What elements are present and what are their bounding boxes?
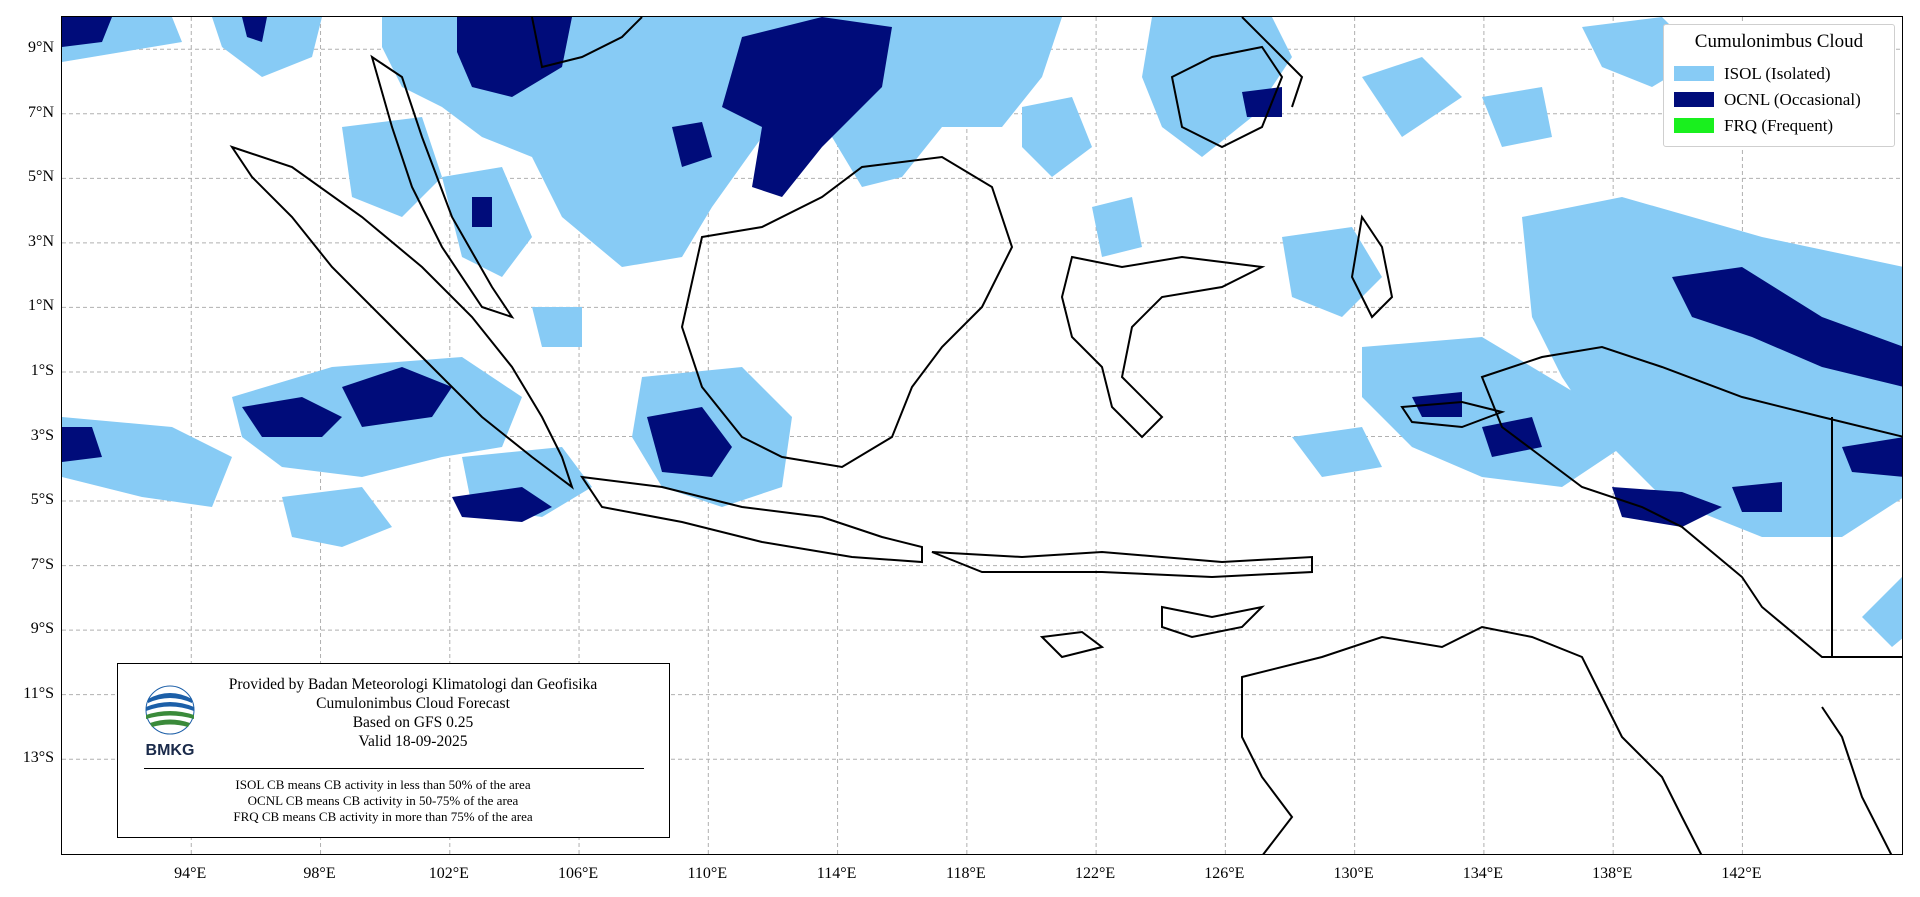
seram-outline [1400, 400, 1506, 429]
isol-area [1862, 577, 1902, 647]
isol-area [1292, 427, 1382, 477]
lon-tick-label: 138°E [1592, 865, 1633, 882]
philippines-outline [1241, 17, 1304, 108]
lon-tick-label: 98°E [303, 865, 336, 882]
sumba-outline [1039, 630, 1105, 659]
ocnl-area [472, 197, 492, 227]
lat-tick-label: 9°N [28, 39, 54, 57]
info-divider [144, 768, 644, 769]
legend-swatch-isol [1674, 66, 1714, 81]
ocnl-area [647, 407, 732, 477]
lat-tick-label: 3°S [30, 426, 54, 444]
lon-tick-label: 130°E [1333, 865, 1374, 882]
lat-tick-label: 7°S [30, 555, 54, 573]
lon-tick-label: 134°E [1462, 865, 1503, 882]
legend-swatch-ocnl [1674, 92, 1714, 107]
logo-text: BMKG [146, 742, 195, 759]
indochina-outline [531, 17, 643, 69]
malay-peninsula-outline [370, 54, 515, 319]
lat-tick-label: 5°S [30, 491, 54, 509]
lat-tick-label: 1°N [28, 297, 54, 315]
lat-tick-label: 9°S [30, 620, 54, 638]
ocnl-area [672, 122, 712, 167]
lat-tick-label: 11°S [23, 684, 54, 702]
ocnl-area [242, 17, 267, 42]
ocnl-area [1612, 487, 1722, 527]
timor-outline [1161, 605, 1266, 639]
ocnl-area [342, 367, 452, 427]
lat-tick-label: 3°N [28, 232, 54, 250]
info-valid: Valid 18-09-2025 [358, 733, 468, 750]
isol-area [1092, 197, 1142, 257]
ocnl-area [457, 17, 572, 97]
ocnl-area [62, 17, 112, 47]
isol-area [62, 417, 232, 507]
ocnl-area [1842, 437, 1902, 477]
isol-area [282, 487, 392, 547]
isol-area [1482, 87, 1552, 147]
cape-york-outline [1821, 706, 1893, 854]
info-provider: Provided by Badan Meteorologi Klimatolog… [228, 676, 598, 693]
lesser-sunda-outline [931, 550, 1313, 579]
legend-title: Cumulonimbus Cloud [1694, 31, 1864, 52]
isol-area [1142, 17, 1292, 157]
sulawesi-outline [1060, 255, 1266, 439]
lon-tick-label: 106°E [557, 865, 599, 882]
isol-area [532, 307, 582, 347]
lon-tick-label: 122°E [1075, 865, 1116, 882]
definition-ocnl: OCNL CB means CB activity in 50-75% of t… [247, 793, 519, 808]
lon-tick-label: 118°E [946, 865, 986, 882]
lat-tick-label: 5°N [28, 168, 54, 186]
definition-isol: ISOL CB means CB activity in less than 5… [235, 777, 531, 792]
isol-area [1362, 57, 1462, 137]
borneo-outline [680, 155, 1014, 469]
lat-tick-label: 1°S [30, 361, 54, 379]
ocnl-area [1482, 417, 1542, 457]
java-outline [579, 475, 923, 564]
legend-label-frq: FRQ (Frequent) [1724, 116, 1834, 135]
bmkg-logo: BMKG [145, 685, 195, 759]
isol-area [1362, 337, 1622, 487]
halmahera-outline [1350, 214, 1394, 319]
ocnl-area [722, 17, 892, 197]
ocnl-area [242, 397, 342, 437]
isol-cloud-layer [62, 17, 1902, 647]
cumulonimbus-map [62, 17, 1902, 854]
ocnl-area [1242, 87, 1282, 117]
legend: Cumulonimbus Cloud ISOL (Isolated) OCNL … [1663, 24, 1895, 147]
lat-tick-label: 7°N [28, 103, 54, 121]
isol-area [1282, 227, 1382, 317]
lon-tick-label: 102°E [428, 865, 469, 882]
ocnl-cloud-layer [62, 17, 1902, 527]
isol-area [212, 17, 322, 77]
lon-tick-label: 126°E [1204, 865, 1245, 882]
legend-label-ocnl: OCNL (Occasional) [1724, 90, 1861, 109]
lon-tick-label: 114°E [816, 865, 857, 882]
isol-area [342, 117, 442, 217]
lat-tick-label: 13°S [22, 749, 54, 767]
lon-tick-label: 110°E [687, 865, 728, 882]
legend-swatch-frq [1674, 118, 1714, 133]
ocnl-area [1732, 482, 1782, 512]
ocnl-area [452, 487, 552, 522]
ocnl-area [1672, 267, 1902, 387]
lon-tick-label: 142°E [1721, 865, 1762, 882]
papua-outline [1480, 345, 1902, 658]
ocnl-area [62, 427, 102, 462]
sumatra-outline [229, 145, 574, 490]
isol-area [1022, 97, 1092, 177]
lon-tick-label: 94°E [174, 865, 207, 882]
info-product: Cumulonimbus Cloud Forecast [316, 695, 510, 712]
info-model: Based on GFS 0.25 [352, 714, 474, 731]
definition-frq: FRQ CB means CB activity in more than 75… [233, 809, 533, 824]
isol-area [1522, 197, 1902, 537]
info-box: BMKG Provided by Badan Meteorologi Klima… [117, 663, 670, 838]
mindanao-outline [1170, 45, 1284, 149]
land-outlines [229, 17, 1902, 854]
legend-label-isol: ISOL (Isolated) [1724, 64, 1831, 83]
australia-outline [1241, 625, 1703, 854]
